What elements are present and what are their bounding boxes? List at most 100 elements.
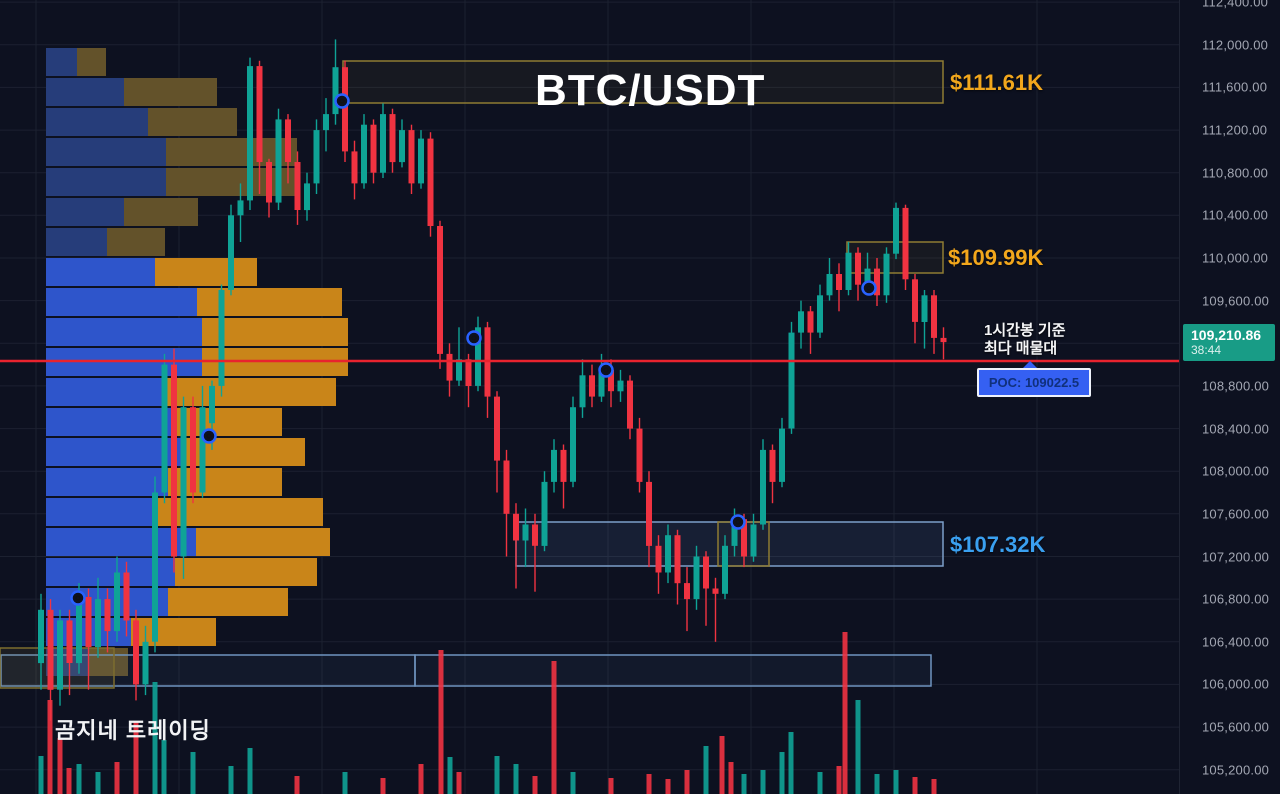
- candle-body: [47, 609, 54, 690]
- axis-tick-label: 107,600.00: [1202, 506, 1270, 522]
- volume-bar: [228, 766, 234, 794]
- candle-body: [304, 183, 310, 211]
- volume-bar: [247, 748, 253, 794]
- price-axis[interactable]: 109,210.86 38:44 112,400.00 112,000.00 111…: [1179, 0, 1280, 794]
- volume-bar: [532, 776, 538, 794]
- volume-profile-sell-bar: [168, 468, 282, 496]
- price-zone-box[interactable]: [414, 654, 932, 687]
- volume-bar: [551, 661, 557, 794]
- volume-profile-buy-bar: [46, 168, 166, 196]
- candle-body: [883, 253, 890, 296]
- poc-callout-label: POC: 109022.5: [988, 375, 1080, 390]
- candle-body: [560, 449, 567, 482]
- signal-marker-dot: [471, 335, 477, 341]
- candle-body: [665, 535, 671, 573]
- volume-profile-buy-bar: [46, 108, 148, 136]
- candle-body: [674, 535, 681, 584]
- candle-body: [845, 252, 852, 290]
- axis-tick-label: 112,000.00: [1202, 37, 1269, 53]
- candle-body: [921, 295, 928, 322]
- volume-bar: [76, 764, 82, 794]
- axis-tick-label: 111,200.00: [1202, 122, 1268, 138]
- candle-body: [380, 114, 386, 173]
- volume-bar: [133, 722, 139, 794]
- volume-profile-sell-bar: [166, 168, 297, 196]
- candle-body: [684, 583, 690, 600]
- axis-tick-label: 109,600.00: [1202, 293, 1270, 309]
- volume-profile-sell-bar: [172, 408, 282, 436]
- volume-bar: [152, 682, 158, 794]
- candle-body: [912, 279, 918, 322]
- poc-callout[interactable]: POC: 109022.5: [977, 368, 1091, 397]
- volume-profile-sell-bar: [124, 198, 198, 226]
- candle-body: [294, 162, 301, 210]
- candle-body: [741, 519, 747, 557]
- volume-bar: [788, 732, 794, 794]
- candle-body: [836, 274, 842, 290]
- volume-profile-buy-bar: [46, 288, 197, 316]
- volume-bar: [438, 650, 444, 794]
- candle-body: [256, 66, 263, 162]
- volume-profile-sell-bar: [166, 138, 297, 166]
- volume-profile-sell-bar: [155, 498, 323, 526]
- volume-bar: [418, 764, 424, 794]
- volume-bar: [665, 779, 671, 794]
- candle-body: [427, 138, 434, 226]
- candle-body: [228, 215, 234, 290]
- candle-body: [703, 556, 709, 589]
- volume-bar: [760, 770, 766, 794]
- volume-bar: [161, 740, 167, 794]
- volume-profile-buy-bar: [46, 228, 107, 256]
- volume-bar: [719, 736, 725, 794]
- axis-tick-label: 106,800.00: [1202, 591, 1270, 607]
- candle-body: [712, 588, 719, 594]
- axis-tick-label: 108,000.00: [1202, 463, 1270, 479]
- volume-bar: [608, 778, 614, 794]
- candle-body: [180, 407, 187, 557]
- candle-body: [332, 67, 339, 115]
- price-zone-box[interactable]: [342, 60, 944, 104]
- volume-profile-buy-bar: [46, 408, 172, 436]
- volume-bar: [728, 762, 734, 794]
- candle-body: [636, 428, 643, 482]
- signal-marker-dot: [735, 519, 741, 525]
- price-chart-canvas[interactable]: [0, 0, 1180, 794]
- volume-bar: [38, 756, 44, 794]
- axis-tick-label: 106,400.00: [1202, 634, 1270, 650]
- signal-marker-dot: [75, 595, 81, 601]
- volume-profile-sell-bar: [168, 588, 288, 616]
- volume-profile-buy-bar: [46, 138, 166, 166]
- symbol-title: BTC/USDT: [535, 66, 766, 115]
- candle-body: [342, 67, 348, 152]
- volume-profile-buy-bar: [46, 258, 155, 286]
- volume-profile-buy-bar: [46, 198, 124, 226]
- volume-bar: [447, 757, 453, 794]
- volume-bar: [684, 770, 690, 794]
- signal-marker-dot: [206, 433, 212, 439]
- volume-bar: [817, 772, 823, 794]
- volume-bar: [779, 752, 785, 794]
- candle-body: [351, 151, 358, 184]
- volume-profile-sell-bar: [88, 648, 128, 676]
- candle-body: [722, 545, 728, 594]
- volume-profile-sell-bar: [202, 318, 348, 346]
- candle-body: [874, 268, 880, 296]
- volume-bar: [494, 756, 500, 794]
- volume-bar: [342, 772, 348, 794]
- candle-body: [313, 130, 320, 184]
- volume-bar: [114, 762, 120, 794]
- candle-body: [731, 519, 738, 546]
- volume-profile-buy-bar: [46, 378, 163, 406]
- volume-bar: [855, 700, 861, 794]
- annotation-line1: 1시간봉 기준: [984, 322, 1066, 339]
- candle-body: [152, 492, 158, 642]
- candle-body: [940, 337, 947, 343]
- signal-marker-dot: [866, 285, 872, 291]
- volume-bar: [874, 774, 880, 794]
- candle-body: [551, 449, 557, 482]
- candle-body: [323, 114, 329, 131]
- volume-profile-buy-bar: [46, 468, 168, 496]
- candle-body: [788, 332, 795, 429]
- candle-body: [807, 311, 814, 333]
- zone-price-label: $111.61K: [950, 70, 1043, 95]
